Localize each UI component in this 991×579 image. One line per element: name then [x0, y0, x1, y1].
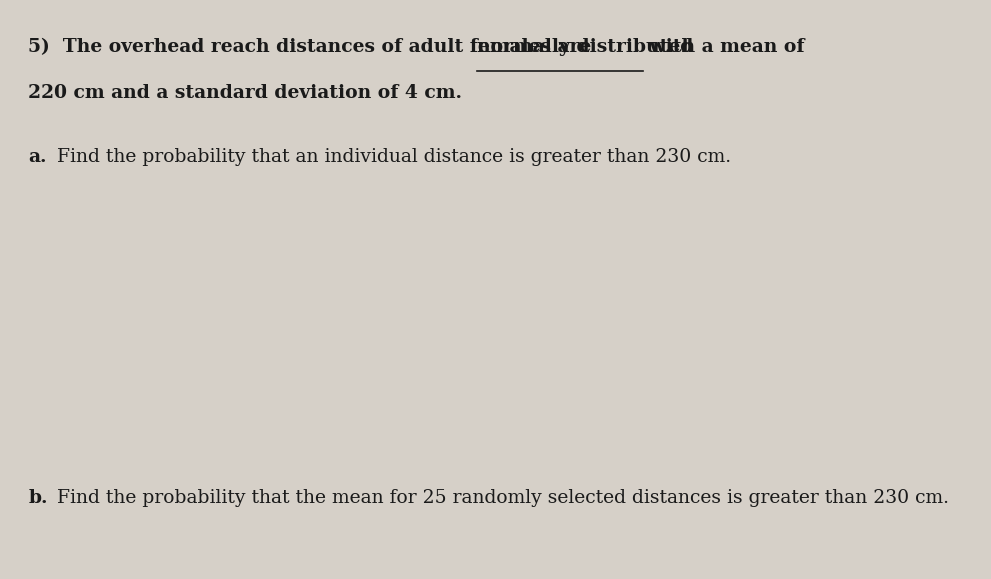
Text: 220 cm and a standard deviation of 4 cm.: 220 cm and a standard deviation of 4 cm.: [29, 84, 463, 102]
Text: normally distributed: normally distributed: [477, 38, 693, 56]
Text: b.: b.: [29, 489, 48, 507]
Text: a.: a.: [29, 148, 47, 166]
Text: Find the probability that the mean for 25 randomly selected distances is greater: Find the probability that the mean for 2…: [52, 489, 949, 507]
Text: Find the probability that an individual distance is greater than 230 cm.: Find the probability that an individual …: [52, 148, 731, 166]
Text: 5)  The overhead reach distances of adult females are: 5) The overhead reach distances of adult…: [29, 38, 599, 56]
Text: with a mean of: with a mean of: [643, 38, 805, 56]
